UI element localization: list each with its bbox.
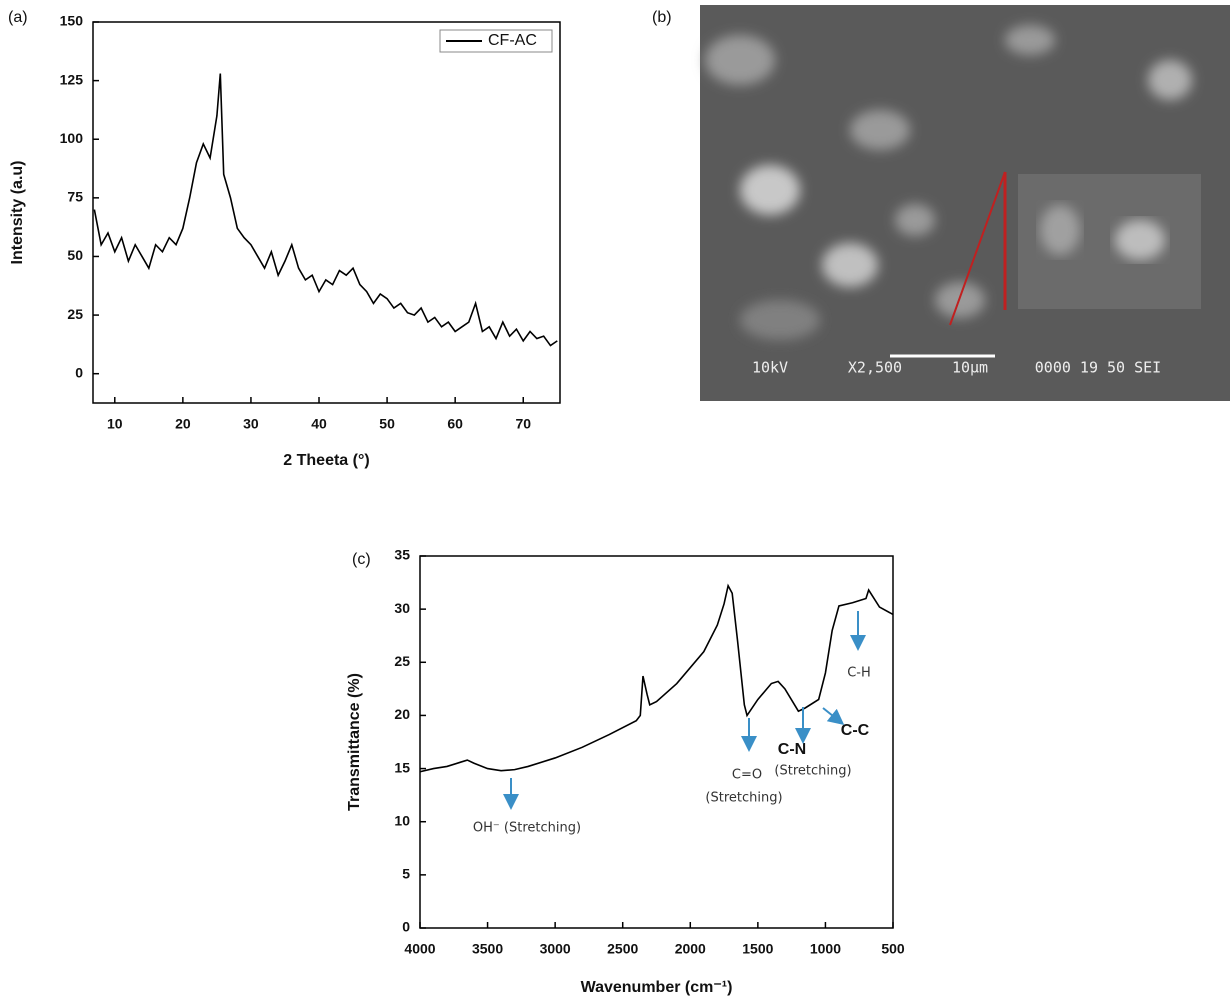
y-axis-label: Transmittance (%)	[346, 673, 363, 811]
arrow	[822, 707, 845, 725]
annotation: OH⁻ (Stretching)	[473, 821, 581, 836]
annotation: C-C	[841, 722, 870, 739]
legend-label: CF-AC	[488, 32, 537, 49]
legend-box	[439, 29, 553, 53]
y-tick-label: 75	[67, 189, 83, 205]
data-line	[419, 583, 894, 773]
annotation: (Stretching)	[705, 791, 782, 806]
x-tick-label: 1500	[742, 941, 773, 957]
y-tick-label: 50	[67, 247, 83, 263]
x-tick-label: 1000	[810, 941, 841, 957]
y-tick-label: 0	[75, 364, 83, 380]
sem-caption: X2,500	[848, 359, 902, 377]
annotation: C=O	[732, 768, 762, 783]
data-line	[93, 73, 558, 347]
x-tick-label: 4000	[404, 941, 435, 957]
panel-label: (a)	[8, 9, 28, 26]
x-tick-label: 30	[243, 416, 259, 432]
y-tick-label: 5	[402, 866, 410, 882]
x-tick-label: 3000	[540, 941, 571, 957]
y-tick-label: 100	[60, 130, 84, 146]
x-tick-label: 50	[379, 416, 395, 432]
plot-frame	[92, 21, 561, 404]
y-tick-label: 25	[394, 653, 410, 669]
x-tick-label: 500	[881, 941, 905, 957]
y-tick-label: 15	[394, 759, 410, 775]
y-tick-label: 35	[394, 547, 410, 563]
plot-frame	[419, 555, 894, 929]
annotation: C-H	[847, 666, 871, 681]
x-tick-label: 60	[447, 416, 463, 432]
x-tick-label: 70	[515, 416, 531, 432]
y-tick-label: 25	[67, 306, 83, 322]
y-tick-label: 10	[394, 812, 410, 828]
sem-caption: 10kV	[752, 359, 788, 377]
x-axis-label: 2 Theeta (°)	[283, 452, 369, 469]
sem-caption: 10μm	[952, 359, 988, 377]
x-tick-label: 20	[175, 416, 191, 432]
y-tick-label: 0	[402, 919, 410, 935]
y-tick-label: 30	[394, 600, 410, 616]
x-tick-label: 40	[311, 416, 327, 432]
sem-caption: 0000 19 50 SEI	[1035, 359, 1161, 377]
x-tick-label: 2500	[607, 941, 638, 957]
sem-image	[700, 5, 1230, 401]
y-tick-label: 150	[60, 13, 84, 29]
x-tick-label: 2000	[675, 941, 706, 957]
annotation: C-N	[778, 741, 806, 758]
panel-label: (c)	[352, 551, 371, 568]
x-tick-label: 3500	[472, 941, 503, 957]
x-axis-label: Wavenumber (cm⁻¹)	[581, 979, 733, 996]
annotation: (Stretching)	[774, 764, 851, 779]
y-tick-label: 20	[394, 706, 410, 722]
panel-label: (b)	[652, 9, 672, 26]
y-axis-label: Intensity (a.u)	[9, 160, 26, 264]
x-tick-label: 10	[107, 416, 123, 432]
y-tick-label: 125	[60, 71, 84, 87]
